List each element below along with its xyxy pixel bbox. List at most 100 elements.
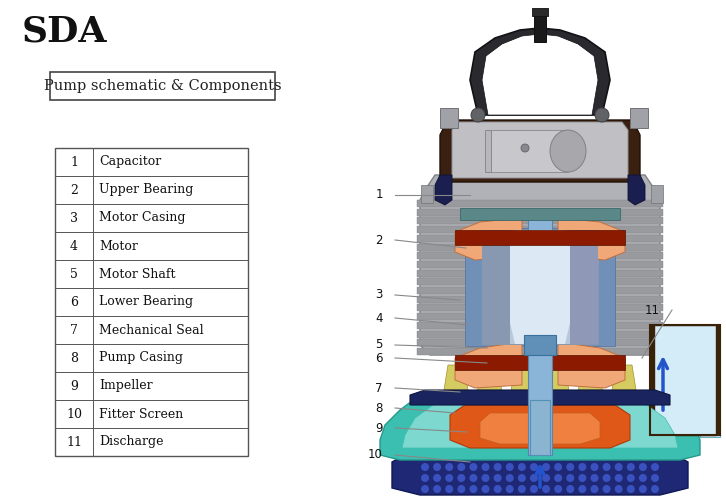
- Circle shape: [627, 485, 635, 493]
- Text: Pump schematic & Components: Pump schematic & Components: [44, 79, 281, 93]
- Circle shape: [651, 463, 659, 471]
- Polygon shape: [455, 342, 522, 388]
- Text: 8: 8: [70, 351, 78, 364]
- Bar: [417, 217, 663, 224]
- Bar: [650, 325, 720, 435]
- Circle shape: [579, 463, 587, 471]
- Circle shape: [542, 463, 550, 471]
- Bar: [417, 200, 663, 207]
- Circle shape: [554, 463, 562, 471]
- Circle shape: [651, 474, 659, 482]
- Circle shape: [627, 463, 635, 471]
- Circle shape: [530, 474, 538, 482]
- Circle shape: [518, 485, 526, 493]
- Text: Motor: Motor: [99, 239, 138, 253]
- Circle shape: [470, 485, 478, 493]
- Circle shape: [579, 485, 587, 493]
- Circle shape: [457, 485, 465, 493]
- Bar: [485, 130, 491, 172]
- Polygon shape: [558, 342, 625, 388]
- Circle shape: [542, 474, 550, 482]
- Bar: [417, 226, 663, 233]
- Circle shape: [615, 474, 623, 482]
- Bar: [488, 130, 568, 172]
- Bar: [417, 252, 663, 259]
- Bar: [417, 296, 663, 303]
- Polygon shape: [410, 390, 670, 405]
- Circle shape: [639, 463, 647, 471]
- Circle shape: [554, 474, 562, 482]
- Polygon shape: [452, 122, 628, 178]
- Text: 5: 5: [70, 268, 78, 281]
- Text: Pump Casing: Pump Casing: [99, 351, 183, 364]
- Circle shape: [481, 474, 489, 482]
- Circle shape: [579, 474, 587, 482]
- Circle shape: [590, 463, 598, 471]
- Text: 9: 9: [375, 421, 383, 434]
- Text: Mechanical Seal: Mechanical Seal: [99, 324, 203, 337]
- Bar: [417, 287, 663, 294]
- Bar: [417, 243, 663, 250]
- Text: 3: 3: [375, 288, 383, 301]
- Text: 11: 11: [66, 435, 82, 449]
- Text: Motor Shaft: Motor Shaft: [99, 268, 176, 281]
- Bar: [465, 228, 615, 346]
- Circle shape: [494, 463, 502, 471]
- Circle shape: [421, 463, 429, 471]
- Circle shape: [554, 485, 562, 493]
- Circle shape: [457, 474, 465, 482]
- Circle shape: [595, 108, 609, 122]
- Text: 8: 8: [375, 402, 383, 414]
- Polygon shape: [392, 452, 688, 495]
- Circle shape: [542, 485, 550, 493]
- Polygon shape: [444, 365, 468, 390]
- Text: 5: 5: [375, 339, 383, 351]
- Polygon shape: [511, 365, 535, 390]
- Polygon shape: [402, 400, 678, 448]
- Text: Lower Bearing: Lower Bearing: [99, 295, 193, 308]
- Text: 4: 4: [375, 311, 383, 325]
- Bar: [524, 335, 556, 355]
- Bar: [630, 108, 648, 128]
- Text: 11: 11: [645, 303, 660, 317]
- Bar: [417, 235, 663, 242]
- Text: 7: 7: [375, 382, 383, 395]
- Text: 10: 10: [368, 449, 383, 462]
- Circle shape: [518, 463, 526, 471]
- Circle shape: [445, 474, 453, 482]
- Polygon shape: [612, 365, 636, 390]
- Bar: [654, 325, 716, 435]
- Bar: [530, 400, 550, 455]
- Bar: [421, 185, 433, 203]
- Circle shape: [433, 485, 441, 493]
- Polygon shape: [570, 230, 598, 344]
- Text: 10: 10: [66, 408, 82, 420]
- Circle shape: [481, 463, 489, 471]
- Circle shape: [421, 474, 429, 482]
- Bar: [50, 72, 275, 100]
- Bar: [417, 331, 663, 338]
- Text: Motor Casing: Motor Casing: [99, 212, 186, 224]
- Circle shape: [530, 463, 538, 471]
- Polygon shape: [380, 395, 700, 460]
- Circle shape: [530, 485, 538, 493]
- Circle shape: [421, 485, 429, 493]
- Text: Fitter Screen: Fitter Screen: [99, 408, 183, 420]
- Polygon shape: [478, 365, 502, 390]
- Text: 7: 7: [70, 324, 78, 337]
- Polygon shape: [544, 365, 568, 390]
- Text: Impeller: Impeller: [99, 380, 152, 393]
- Polygon shape: [470, 28, 610, 115]
- Circle shape: [494, 485, 502, 493]
- Text: 1: 1: [70, 156, 78, 168]
- Circle shape: [445, 463, 453, 471]
- Bar: [417, 278, 663, 285]
- Bar: [55, 148, 248, 456]
- Bar: [417, 261, 663, 268]
- Circle shape: [521, 144, 529, 152]
- Circle shape: [481, 485, 489, 493]
- Text: SDA: SDA: [22, 15, 107, 49]
- Bar: [650, 325, 658, 435]
- Polygon shape: [482, 34, 598, 115]
- Polygon shape: [455, 355, 625, 370]
